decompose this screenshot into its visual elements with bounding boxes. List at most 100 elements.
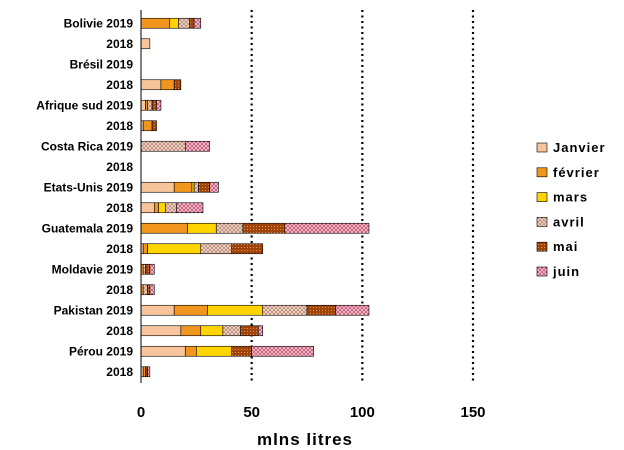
category-label-9: Etats-Unis 2019	[44, 180, 134, 194]
legend-label-4: avril	[553, 214, 585, 229]
bar-4-mai	[173, 79, 182, 91]
legend: Janvier février mars avril mai juin	[536, 140, 606, 279]
bar-12-février	[142, 243, 148, 255]
bar-9-avril	[193, 181, 199, 193]
bar-10-février	[153, 202, 160, 214]
bar-15-mars	[207, 304, 264, 316]
bar-5-juin	[156, 99, 162, 111]
bar-10-avril	[165, 202, 177, 214]
bar-13-avril	[142, 263, 146, 275]
legend-label-2: février	[553, 165, 600, 180]
legend-label-5: mai	[553, 239, 578, 254]
category-labels: Bolivie 2019 2018 Brésil 2019 2018 Afrique s…	[36, 16, 133, 379]
legend-label-1: Janvier	[553, 140, 606, 155]
gridlines	[250, 10, 475, 383]
bar-13-juin	[149, 263, 155, 275]
bar-4-janvier	[140, 79, 162, 91]
bar-17-juin	[251, 345, 314, 357]
legend-label-3: mars	[553, 190, 588, 205]
bar-13-mai	[145, 263, 151, 275]
bar-1-juin	[193, 17, 202, 29]
legend-swatch-2	[536, 167, 548, 178]
bar-11-février	[140, 222, 188, 234]
bars	[140, 17, 370, 378]
category-label-11: Guatemala 2019	[42, 221, 134, 235]
bar-14-avril	[142, 284, 148, 296]
bar-11-juin	[284, 222, 370, 234]
bar-15-avril	[262, 304, 308, 316]
bar-15-février	[173, 304, 208, 316]
bar-15-janvier	[140, 304, 175, 316]
x-axis-ticks: 0 50 100 150	[137, 404, 486, 421]
bar-9-mars	[191, 181, 195, 193]
bar-17-mai	[231, 345, 252, 357]
category-label-8: 2018	[106, 160, 133, 174]
bar-18-mai	[145, 366, 148, 378]
bar-7-juin	[184, 140, 210, 152]
bar-11-mai	[242, 222, 286, 234]
category-label-6: 2018	[106, 119, 133, 133]
bar-1-mars	[169, 17, 179, 29]
bar-1-avril	[178, 17, 190, 29]
category-label-16: 2018	[106, 324, 133, 338]
bar-16-janvier	[140, 325, 182, 337]
category-label-14: 2018	[106, 283, 133, 297]
bar-9-juin	[209, 181, 219, 193]
bar-11-avril	[215, 222, 244, 234]
bar-9-janvier	[140, 181, 175, 193]
bar-17-mars	[196, 345, 233, 357]
bar-12-mars	[147, 243, 202, 255]
x-tick-label-0: 0	[137, 404, 145, 421]
bar-1-février	[140, 17, 171, 29]
x-tick-label-100: 100	[350, 404, 375, 421]
x-tick-label-150: 150	[460, 404, 485, 421]
bar-16-avril	[222, 325, 241, 337]
bar-11-mars	[187, 222, 217, 234]
legend-swatch-6	[536, 266, 548, 277]
bar-5-avril	[147, 99, 153, 111]
x-axis-title: mlns litres	[257, 430, 353, 449]
category-label-17: Pérou 2019	[69, 344, 133, 358]
legend-swatch-1	[536, 142, 548, 153]
bar-1-mai	[189, 17, 195, 29]
bar-7-avril	[140, 140, 186, 152]
category-label-10: 2018	[106, 201, 133, 215]
bar-15-mai	[306, 304, 337, 316]
bar-18-février	[142, 366, 146, 378]
bar-16-février	[180, 325, 202, 337]
bar-9-mai	[198, 181, 210, 193]
bar-2-janvier	[140, 38, 151, 50]
bar-6-mai	[151, 120, 157, 132]
bar-17-février	[184, 345, 197, 357]
bar-5-janvier	[140, 99, 146, 111]
category-label-1: Bolivie 2019	[64, 16, 134, 30]
category-label-15: Pakistan 2019	[54, 303, 134, 317]
bar-15-juin	[335, 304, 370, 316]
category-label-2: 2018	[106, 37, 133, 51]
x-tick-label-50: 50	[243, 404, 260, 421]
legend-label-6: juin	[552, 264, 580, 279]
category-label-12: 2018	[106, 242, 133, 256]
category-label-18: 2018	[106, 365, 133, 379]
category-label-13: Moldavie 2019	[52, 262, 134, 276]
bar-14-juin	[149, 284, 155, 296]
legend-swatch-3	[536, 192, 548, 202]
bar-16-mai	[240, 325, 259, 337]
bar-10-juin	[176, 202, 204, 214]
bar-9-février	[173, 181, 193, 193]
category-label-3: Brésil 2019	[70, 57, 134, 71]
bar-16-mars	[200, 325, 224, 337]
legend-swatch-4	[536, 217, 548, 227]
bar-14-mai	[147, 284, 151, 296]
bar-4-février	[160, 79, 175, 91]
bar-12-mai	[231, 243, 264, 255]
category-label-7: Costa Rica 2019	[41, 139, 133, 153]
bar-17-janvier	[140, 345, 186, 357]
bar-18-juin	[147, 366, 151, 378]
bar-10-mars	[158, 202, 166, 214]
legend-swatch-5	[536, 241, 548, 252]
category-label-5: Afrique sud 2019	[36, 98, 133, 112]
bar-5-février	[145, 99, 148, 111]
bar-12-avril	[200, 243, 233, 255]
